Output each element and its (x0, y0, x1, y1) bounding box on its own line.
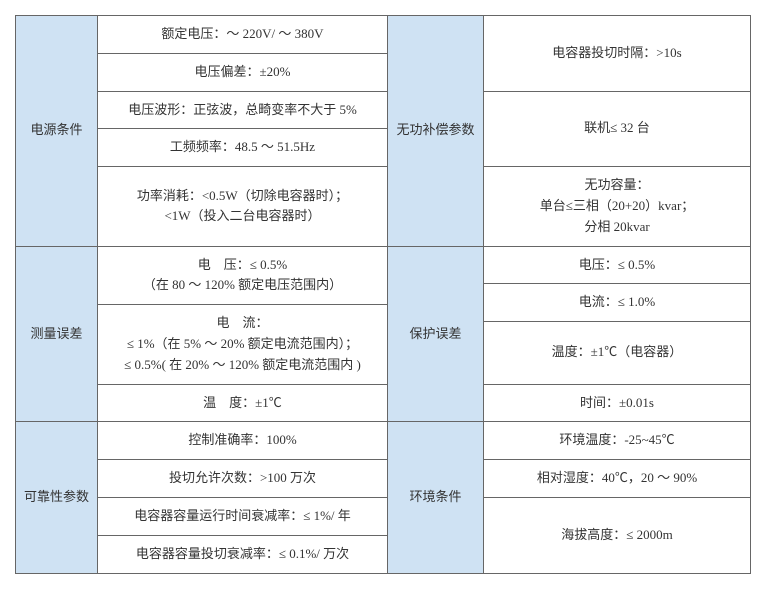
s1-left-2: 电压波形：正弦波，总畸变率不大于 5% (98, 91, 388, 129)
s2-left-0: 电 压：≤ 0.5%（在 80 ～ 120% 额定电压范围内） (98, 246, 388, 305)
s3-left-0: 控制准确率：100% (98, 422, 388, 460)
s2-left-2: 温 度：±1℃ (98, 384, 388, 422)
s1-left-4: 功率消耗：<0.5W（切除电容器时）；<1W（投入二台电容器时） (98, 167, 388, 246)
s2-left-1: 电 流：≤ 1%（在 5% ～ 20% 额定电流范围内）；≤ 0.5%( 在 2… (98, 305, 388, 384)
s3-right-2: 海拔高度：≤ 2000m (484, 497, 751, 573)
s3-right-header: 环境条件 (388, 422, 484, 573)
s1-left-header: 电源条件 (16, 16, 98, 247)
spec-table: 电源条件 额定电压：～ 220V/ ～ 380V 无功补偿参数 电容器投切时隔：… (15, 15, 751, 574)
s3-right-0: 环境温度：-25~45℃ (484, 422, 751, 460)
s3-left-2: 电容器容量运行时间衰减率：≤ 1%/ 年 (98, 497, 388, 535)
s1-left-0: 额定电压：～ 220V/ ～ 380V (98, 16, 388, 54)
s3-left-header: 可靠性参数 (16, 422, 98, 573)
s1-right-0: 电容器投切时隔：>10s (484, 16, 751, 92)
s1-left-3: 工频频率：48.5 ～ 51.5Hz (98, 129, 388, 167)
s2-right-1: 电流：≤ 1.0% (484, 284, 751, 322)
s1-left-1: 电压偏差：±20% (98, 53, 388, 91)
s3-left-3: 电容器容量投切衰减率：≤ 0.1%/ 万次 (98, 535, 388, 573)
s2-right-2: 温度：±1℃（电容器） (484, 322, 751, 384)
s1-right-2: 无功容量：单台≤三相（20+20）kvar；分相 20kvar (484, 167, 751, 246)
s2-right-0: 电压：≤ 0.5% (484, 246, 751, 284)
s1-right-1: 联机≤ 32 台 (484, 91, 751, 167)
s2-right-3: 时间：±0.01s (484, 384, 751, 422)
s2-left-header: 测量误差 (16, 246, 98, 422)
s1-right-header: 无功补偿参数 (388, 16, 484, 247)
s3-left-1: 投切允许次数：>100 万次 (98, 460, 388, 498)
s3-right-1: 相对湿度：40℃，20 ～ 90% (484, 460, 751, 498)
s2-right-header: 保护误差 (388, 246, 484, 422)
